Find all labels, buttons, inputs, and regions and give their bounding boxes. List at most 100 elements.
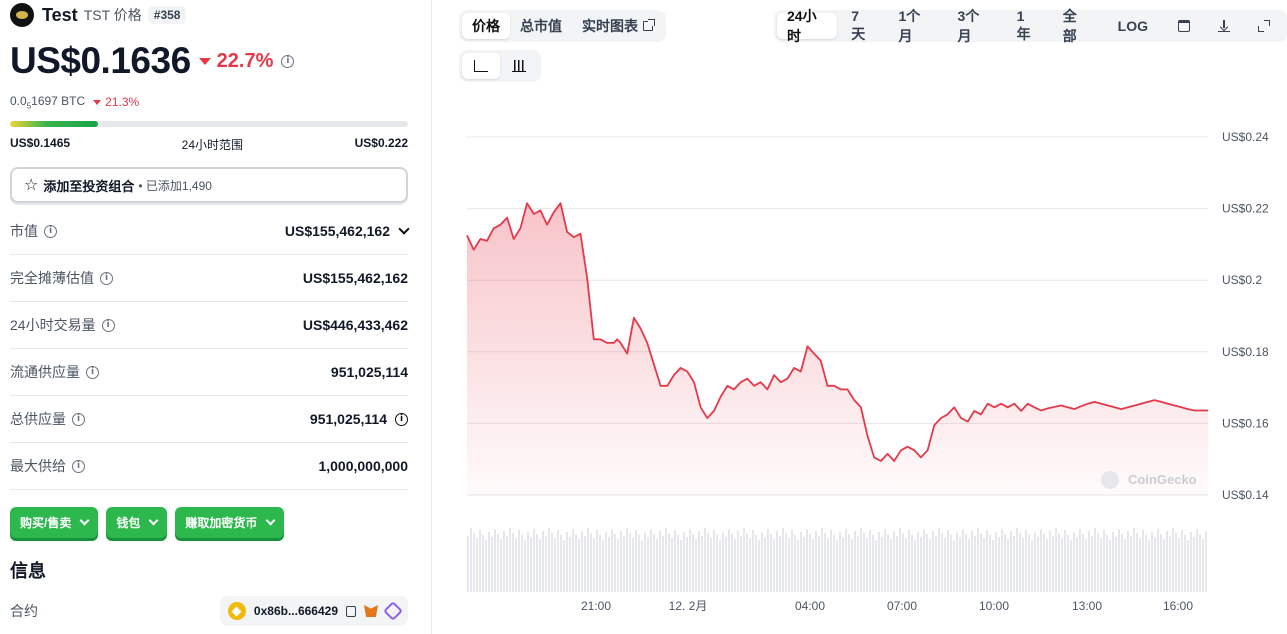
contract-pill[interactable]: 0x86b...666429 [219,596,408,626]
coin-subtitle: TST 价格 [83,7,142,23]
volume-bar [836,540,838,592]
volume-bar [902,533,904,592]
volume-bar [485,540,487,592]
volume-bar [884,529,886,592]
stat-value: 951,025,114 [330,364,408,380]
volume-bar [497,534,499,592]
info-icon[interactable]: i [395,412,408,426]
volume-bar [1043,534,1045,592]
wallet-label: 钱包 [116,516,141,530]
external-link-icon [643,19,655,31]
volume-bar [971,531,973,592]
volume-bar [1055,528,1057,592]
range-7d[interactable]: 7天 [851,8,866,42]
volume-bar [635,530,637,592]
line-chart-icon [474,60,488,72]
info-icon[interactable]: i [72,412,85,426]
volume-bar [551,533,553,592]
volume-bar [1187,540,1189,592]
candle-chart-toggle[interactable] [500,53,538,79]
info-icon[interactable]: i [44,224,57,238]
price-chart[interactable]: US$0.24 US$0.22 US$0.2 US$0.18 US$0.16 US$0.1… [433,0,1287,634]
volume-bar [755,535,757,592]
coin-logo [10,3,34,27]
volume-bar [797,540,799,592]
volume-bar [644,532,646,592]
tab-live-chart[interactable]: 实时图表 [572,13,663,39]
volume-bar [776,531,778,592]
info-icon[interactable]: i [72,459,85,473]
metamask-icon[interactable] [364,605,378,617]
volume-bar [800,532,802,592]
log-toggle[interactable]: LOG [1117,18,1149,34]
x-tick-label: 21:00 [581,599,611,613]
volume-bar [581,531,583,592]
volume-bar [578,539,580,592]
volume-bar [599,535,601,592]
bar-chart-icon [512,60,526,72]
stat-label: 最大供给 i [10,456,85,476]
volume-bar [674,530,676,592]
volume-bar [881,537,883,592]
tab-market-cap[interactable]: 总市值 [520,18,562,34]
chevron-down-icon[interactable] [398,223,410,235]
volume-bar [614,534,616,592]
buy-sell-button[interactable]: 购买/售卖 [10,507,99,538]
range-1y[interactable]: 1年 [1016,8,1031,42]
stat-label: 总供应量 i [10,409,85,429]
volume-bar [548,528,550,592]
volume-bar [494,529,496,592]
volume-bar [743,528,745,592]
buy-sell-label: 购买/售卖 [20,516,72,530]
stat-label-text: 市值 [10,223,38,239]
volume-bar [827,538,829,592]
line-chart-toggle[interactable] [462,53,500,79]
info-icon[interactable]: i [86,365,99,379]
rank-badge: #358 [147,6,187,24]
volume-bar [872,535,874,592]
gem-icon[interactable] [383,601,403,621]
volume-bar [932,531,934,592]
volume-bar [593,538,595,592]
stat-row-market-cap[interactable]: 市值 i US$155,462,162 [10,208,410,255]
volume-bar [473,533,475,592]
tab-price[interactable]: 价格 [462,13,510,39]
volume-bar [1151,532,1153,592]
download-button[interactable] [1204,13,1244,39]
volume-bar [1127,531,1129,592]
volume-bar [731,534,733,592]
add-to-portfolio-button[interactable]: ☆ 添加至投资组合 • 已添加1,490 [10,167,408,203]
info-icon[interactable]: i [100,271,113,285]
earn-crypto-button[interactable]: 赚取加密货币 [175,507,285,538]
volume-bar [1157,529,1159,592]
wallet-button[interactable]: 钱包 [106,507,168,538]
volume-bar [479,530,481,592]
volume-bar [1067,535,1069,592]
info-icon[interactable]: i [281,54,295,68]
volume-bar [521,535,523,592]
volume-bar [899,528,901,592]
fullscreen-button[interactable] [1244,13,1284,39]
volume-bar [701,536,703,592]
volume-bar [821,528,823,592]
volume-bar [875,540,877,592]
calendar-button[interactable] [1164,13,1204,39]
volume-bar [803,537,805,592]
volume-bar [869,530,871,592]
stats-table: 市值 i US$155,462,162 完全摊薄估值 i US$155,462,16… [10,208,410,490]
volume-bar [542,531,544,592]
volume-bar [1046,539,1048,592]
volume-bar [749,538,751,592]
volume-bar [725,537,727,592]
volume-bar [545,536,547,592]
volume-bar [1160,534,1162,592]
volume-bar [929,539,931,592]
volume-bar [1106,535,1108,592]
down-triangle-icon [198,57,211,65]
copy-icon[interactable] [346,605,356,617]
stat-value: 1,000,000,000 [318,458,408,474]
info-icon[interactable]: i [101,318,115,332]
volume-bar [812,539,814,592]
volume-bar [1139,538,1141,592]
volume-bar [953,540,955,592]
